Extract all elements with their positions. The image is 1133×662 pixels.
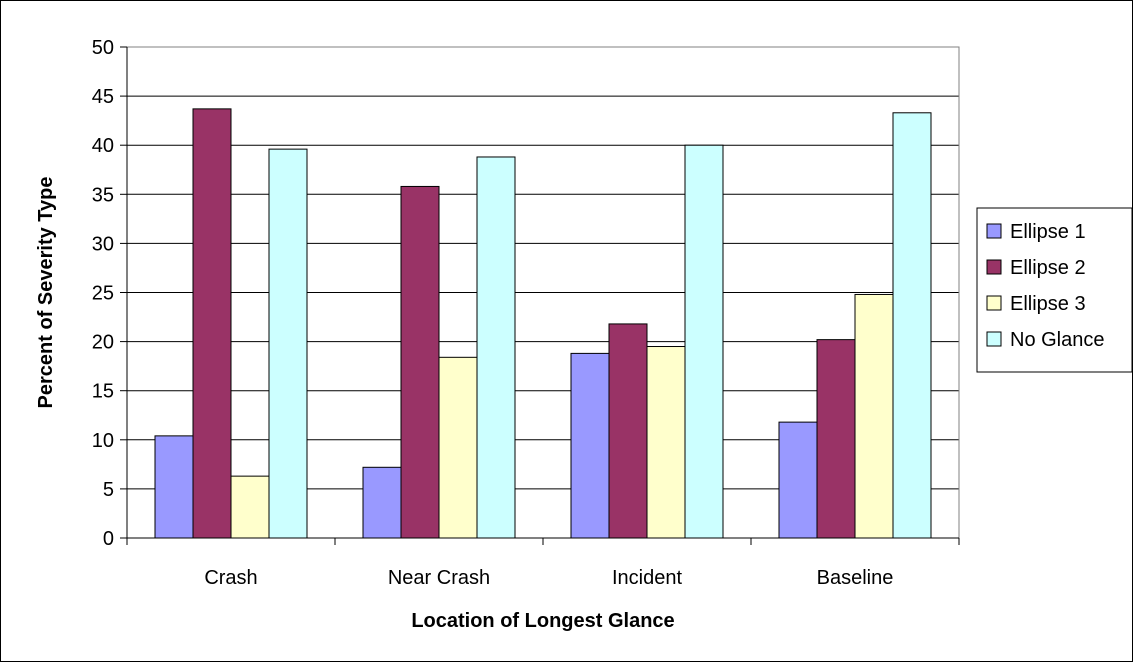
x-axis-title: Location of Longest Glance (411, 610, 674, 632)
x-tick-label: Incident (612, 567, 682, 589)
y-tick-label: 25 (92, 283, 114, 305)
x-tick-label: Baseline (817, 567, 894, 589)
bar-ellipse-2-crash (192, 108, 232, 539)
bar-no-glance-incident (684, 144, 724, 539)
y-tick-label: 35 (92, 184, 114, 206)
y-tick-label: 5 (103, 479, 114, 501)
bar-no-glance-crash (268, 148, 308, 539)
bar-ellipse-1-incident (570, 352, 610, 539)
bar-ellipse-3-crash (230, 475, 270, 539)
bar-ellipse-3-baseline (854, 293, 894, 539)
axes (120, 46, 960, 545)
legend-swatch (986, 223, 1002, 239)
y-tick-label: 45 (92, 86, 114, 108)
bar-ellipse-1-near-crash (362, 466, 402, 539)
legend-label: Ellipse 3 (1010, 293, 1086, 315)
bar-ellipse-2-near-crash (400, 185, 440, 539)
y-tick-label: 50 (92, 37, 114, 59)
bar-ellipse-1-baseline (778, 421, 818, 539)
bar-ellipse-2-baseline (816, 339, 856, 539)
bar-ellipse-1-crash (154, 435, 194, 539)
legend-label: No Glance (1010, 329, 1105, 351)
y-tick-label: 20 (92, 332, 114, 354)
legend-swatch (986, 295, 1002, 311)
legend-swatch (986, 259, 1002, 275)
bar-ellipse-3-incident (646, 346, 686, 539)
bar-no-glance-near-crash (476, 156, 516, 539)
x-tick-label: Near Crash (388, 567, 490, 589)
bar-no-glance-baseline (892, 112, 932, 539)
legend-box (976, 207, 1133, 373)
y-tick-label: 10 (92, 430, 114, 452)
legend-label: Ellipse 2 (1010, 257, 1086, 279)
x-tick-label: Crash (204, 567, 257, 589)
legend: Ellipse 1 Ellipse 2 Ellipse 3 No Glance (976, 207, 1133, 373)
y-tick-label: 30 (92, 233, 114, 255)
legend-swatch (986, 331, 1002, 347)
y-tick-label: 0 (103, 528, 114, 550)
y-tick-labels: 0 5 10 15 20 25 30 35 40 45 50 (92, 37, 114, 550)
y-tick-label: 15 (92, 381, 114, 403)
bar-ellipse-2-incident (608, 323, 648, 539)
x-tick-labels: Crash Near Crash Incident Baseline (204, 567, 893, 589)
y-tick-label: 40 (92, 135, 114, 157)
bar-ellipse-3-near-crash (438, 356, 478, 539)
y-axis-title: Percent of Severity Type (35, 177, 57, 409)
legend-label: Ellipse 1 (1010, 221, 1086, 243)
bars (154, 108, 932, 539)
